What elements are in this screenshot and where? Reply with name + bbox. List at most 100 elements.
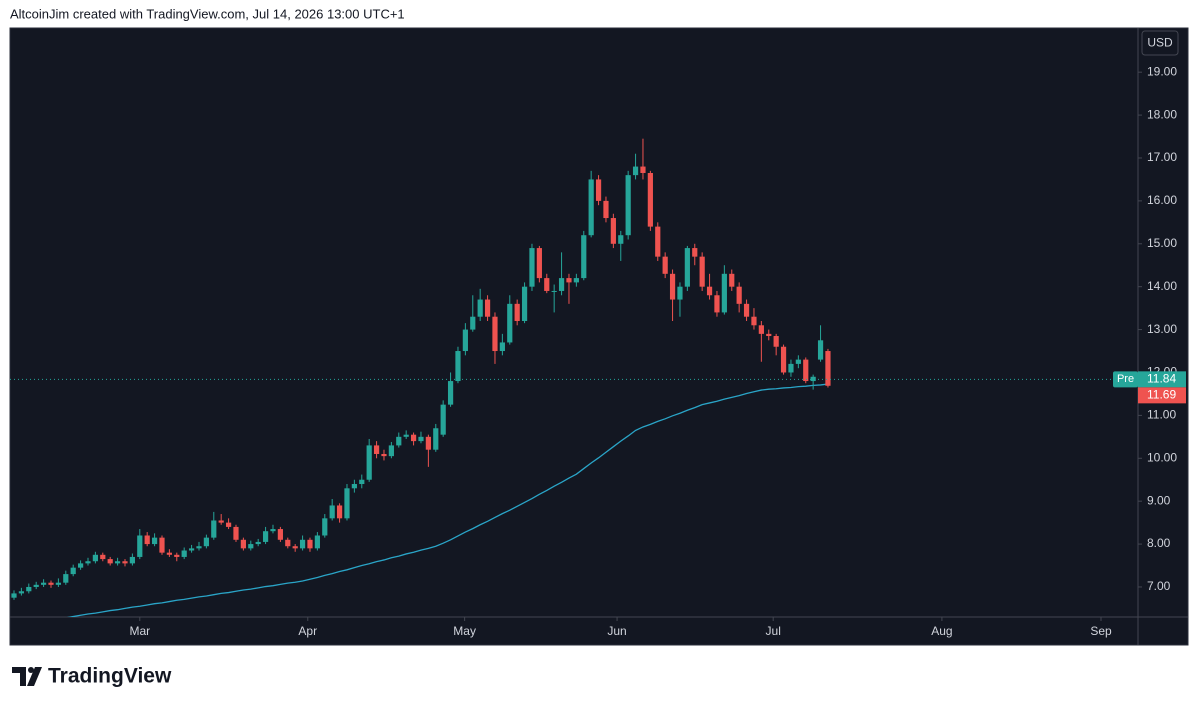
candle-body — [307, 539, 313, 549]
candle-body — [100, 554, 106, 560]
candle-body — [477, 299, 483, 317]
candle-body — [48, 582, 54, 585]
candle-body — [655, 226, 661, 257]
candle-body — [825, 351, 831, 386]
candle-body — [455, 351, 461, 382]
x-tick-label: Jun — [607, 624, 626, 638]
candle-body — [810, 376, 816, 382]
candle-body — [299, 539, 306, 549]
candle-body — [425, 436, 431, 450]
candle-body — [366, 445, 372, 480]
candle-body — [270, 529, 276, 532]
candle-body — [388, 445, 394, 457]
x-tick-label: Aug — [931, 624, 952, 638]
candle-body — [329, 505, 335, 519]
candle-body — [588, 179, 594, 236]
candle-body — [55, 582, 61, 585]
candle-body — [470, 316, 476, 330]
y-tick-label: 14.00 — [1147, 279, 1177, 293]
candle-body — [817, 340, 824, 360]
candle-body — [721, 273, 727, 313]
y-tick-label: 8.00 — [1147, 536, 1171, 550]
candle-body — [514, 303, 520, 321]
candle-body — [440, 404, 446, 435]
x-tick-label: Sep — [1090, 624, 1112, 638]
candle-body — [729, 273, 735, 287]
x-tick-label: Mar — [129, 624, 150, 638]
premarket-tag: Pre — [1117, 373, 1134, 385]
y-tick-label: 10.00 — [1147, 450, 1177, 464]
last-price-bg — [1138, 387, 1186, 404]
candle-body — [351, 484, 357, 489]
candle-body — [647, 172, 653, 227]
candle-body — [736, 286, 742, 304]
candle-body — [188, 548, 195, 551]
candle-body — [40, 582, 47, 585]
candle-body — [114, 561, 121, 564]
y-tick-label: 7.00 — [1147, 579, 1171, 593]
candle-body — [322, 518, 328, 536]
y-tick-label: 9.00 — [1147, 493, 1171, 507]
candle-body — [11, 593, 17, 598]
candle-body — [181, 550, 187, 557]
candle-body — [618, 235, 624, 244]
last-price: 11.69 — [1147, 388, 1176, 402]
candle-body — [433, 428, 439, 450]
candle-body — [18, 591, 24, 594]
candle-body — [248, 544, 254, 549]
candle-body — [603, 200, 609, 219]
candle-body — [63, 574, 69, 583]
y-tick-label: 13.00 — [1147, 322, 1177, 336]
candle-body — [240, 539, 246, 549]
candle-body — [699, 256, 705, 287]
candle-body — [566, 278, 572, 283]
candle-body — [262, 531, 269, 542]
x-tick-label: Apr — [298, 624, 317, 638]
candle-body — [499, 342, 505, 352]
candle-body — [410, 434, 417, 442]
currency-box — [1141, 30, 1179, 56]
candle-body — [447, 381, 454, 405]
candle-body — [507, 303, 513, 343]
candle-body — [33, 584, 39, 587]
candle-body — [129, 556, 135, 564]
candle-body — [218, 520, 224, 523]
candle-body — [314, 535, 320, 549]
candle-body — [492, 316, 498, 352]
candle-body — [211, 520, 217, 538]
candle-body — [359, 479, 365, 485]
candle-body — [625, 175, 631, 236]
logo-mark — [12, 667, 26, 686]
plot — [10, 138, 1138, 617]
candle-body — [536, 248, 542, 279]
premarket-tag-bg — [1113, 371, 1138, 388]
candle-body — [773, 336, 779, 347]
candle-body — [788, 363, 794, 373]
candle-body — [285, 539, 291, 547]
y-tick-label: 18.00 — [1147, 107, 1177, 121]
candle-body — [373, 445, 380, 454]
candle-body — [225, 522, 232, 527]
brand: TradingView — [48, 665, 172, 688]
candle-body — [684, 248, 690, 287]
candle-body — [484, 299, 491, 317]
candle-body — [558, 278, 565, 291]
x-tick-label: May — [453, 624, 476, 638]
candle-body — [292, 546, 298, 549]
moving-average — [66, 383, 829, 617]
candle-body — [122, 561, 128, 564]
candle-body — [595, 179, 602, 201]
candle-body — [144, 535, 150, 545]
y-tick-label: 16.00 — [1147, 193, 1177, 207]
candle-body — [233, 526, 239, 540]
candle-body — [255, 541, 261, 545]
candle-body — [758, 325, 764, 334]
candle-body — [677, 286, 683, 300]
candle-body — [137, 535, 143, 557]
candle-body — [396, 436, 402, 446]
candle-body — [529, 248, 535, 287]
premarket-price-bg — [1138, 371, 1186, 388]
candle-body — [70, 567, 76, 575]
candle-body — [669, 273, 676, 300]
